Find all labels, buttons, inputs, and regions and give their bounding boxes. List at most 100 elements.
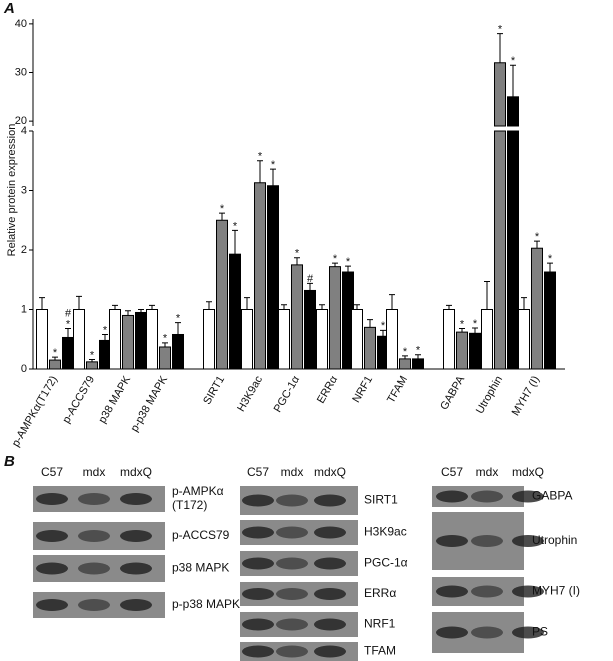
y-tick-label: 30 — [15, 66, 27, 78]
band — [120, 530, 152, 542]
band — [512, 490, 544, 503]
error-bar — [354, 304, 360, 310]
lane-label: mdxQ — [314, 465, 346, 479]
band — [276, 494, 308, 507]
panel-label: A — [3, 0, 15, 17]
row-label: p-AMPKα (T172) — [172, 484, 224, 512]
significance-label: * — [271, 159, 276, 171]
error-bar — [52, 356, 58, 361]
row-label: MYH7 (I) — [532, 584, 580, 598]
band — [314, 618, 346, 631]
band — [242, 588, 274, 600]
error-bar — [89, 358, 95, 362]
bar — [518, 309, 530, 370]
error-bar — [534, 240, 540, 249]
y-tick-label: 20 — [15, 115, 27, 127]
bar — [507, 130, 519, 370]
significance-label: * — [233, 220, 238, 232]
bar — [456, 331, 468, 370]
bar — [216, 219, 228, 370]
bar — [494, 130, 506, 370]
bar — [531, 247, 543, 370]
band — [276, 557, 308, 570]
significance-label: * — [346, 256, 351, 268]
error-bar — [39, 297, 45, 310]
bar — [62, 336, 74, 370]
bar — [399, 358, 411, 370]
bar — [172, 333, 184, 370]
x-tick-label: Utrophin — [474, 374, 505, 416]
significance-label: * — [460, 318, 465, 330]
error-bar — [547, 262, 553, 273]
band — [36, 493, 68, 505]
significance-label: * — [53, 347, 58, 359]
error-bar — [270, 168, 276, 186]
bar — [99, 339, 111, 370]
bar — [109, 309, 121, 370]
error-bar — [402, 355, 408, 359]
lane-label: mdx — [83, 465, 106, 479]
band — [120, 493, 152, 505]
band — [276, 588, 308, 600]
error-bar — [319, 304, 325, 310]
row-label: p-ACCS79 — [172, 528, 230, 542]
error-bar — [257, 160, 263, 183]
bar — [291, 264, 303, 370]
y-tick-label: 1 — [21, 303, 27, 315]
error-bar — [149, 304, 155, 310]
band — [36, 599, 68, 611]
significance-label: * — [66, 318, 71, 330]
x-tick-label: p-ACCS79 — [60, 374, 97, 426]
band — [36, 530, 68, 542]
bar — [86, 361, 98, 370]
row-label: GABPA — [532, 489, 572, 503]
band — [471, 585, 503, 598]
y-tick-label: 4 — [21, 125, 27, 137]
error-bar — [307, 282, 313, 291]
error-bar — [415, 354, 421, 359]
band — [314, 588, 346, 600]
row-label: H3K9ac — [364, 525, 407, 539]
band — [471, 490, 503, 503]
row-label: SIRT1 — [364, 493, 398, 507]
row-label: Utrophin — [532, 533, 577, 547]
bar — [544, 271, 556, 370]
band — [512, 535, 544, 547]
band — [512, 626, 544, 639]
significance-label: * — [220, 203, 225, 215]
lane-label: C57 — [441, 465, 463, 479]
band — [120, 599, 152, 611]
bar — [304, 289, 316, 370]
band — [314, 645, 346, 658]
band — [242, 645, 274, 658]
significance-label: * — [90, 349, 95, 361]
error-bar — [472, 327, 478, 334]
error-bar — [102, 333, 108, 341]
lane-label: mdxQ — [512, 465, 544, 479]
row-label: p38 MAPK — [172, 561, 229, 575]
error-bar — [446, 304, 452, 310]
x-tick-label: PGC-1α — [272, 373, 303, 414]
significance-label: * — [403, 346, 408, 358]
significance-label: * — [333, 253, 338, 265]
band — [314, 526, 346, 539]
significance-label: # — [65, 307, 72, 319]
significance-label: * — [176, 312, 181, 324]
error-bar — [345, 265, 351, 273]
significance-label: * — [163, 333, 168, 345]
row-label: TFAM — [364, 644, 396, 658]
error-bar — [138, 309, 144, 313]
error-bar — [367, 319, 373, 328]
band — [242, 526, 274, 539]
significance-label: * — [381, 320, 386, 332]
significance-label: * — [416, 345, 421, 357]
bar — [443, 309, 455, 370]
row-label: PGC-1α — [364, 556, 408, 570]
bar — [267, 185, 279, 370]
band — [242, 557, 274, 570]
row-label: ERRα — [364, 586, 396, 600]
error-bar — [510, 64, 516, 97]
x-tick-label: p-p38 MAPK — [129, 373, 171, 434]
significance-label: * — [548, 253, 553, 265]
bar — [36, 309, 48, 370]
